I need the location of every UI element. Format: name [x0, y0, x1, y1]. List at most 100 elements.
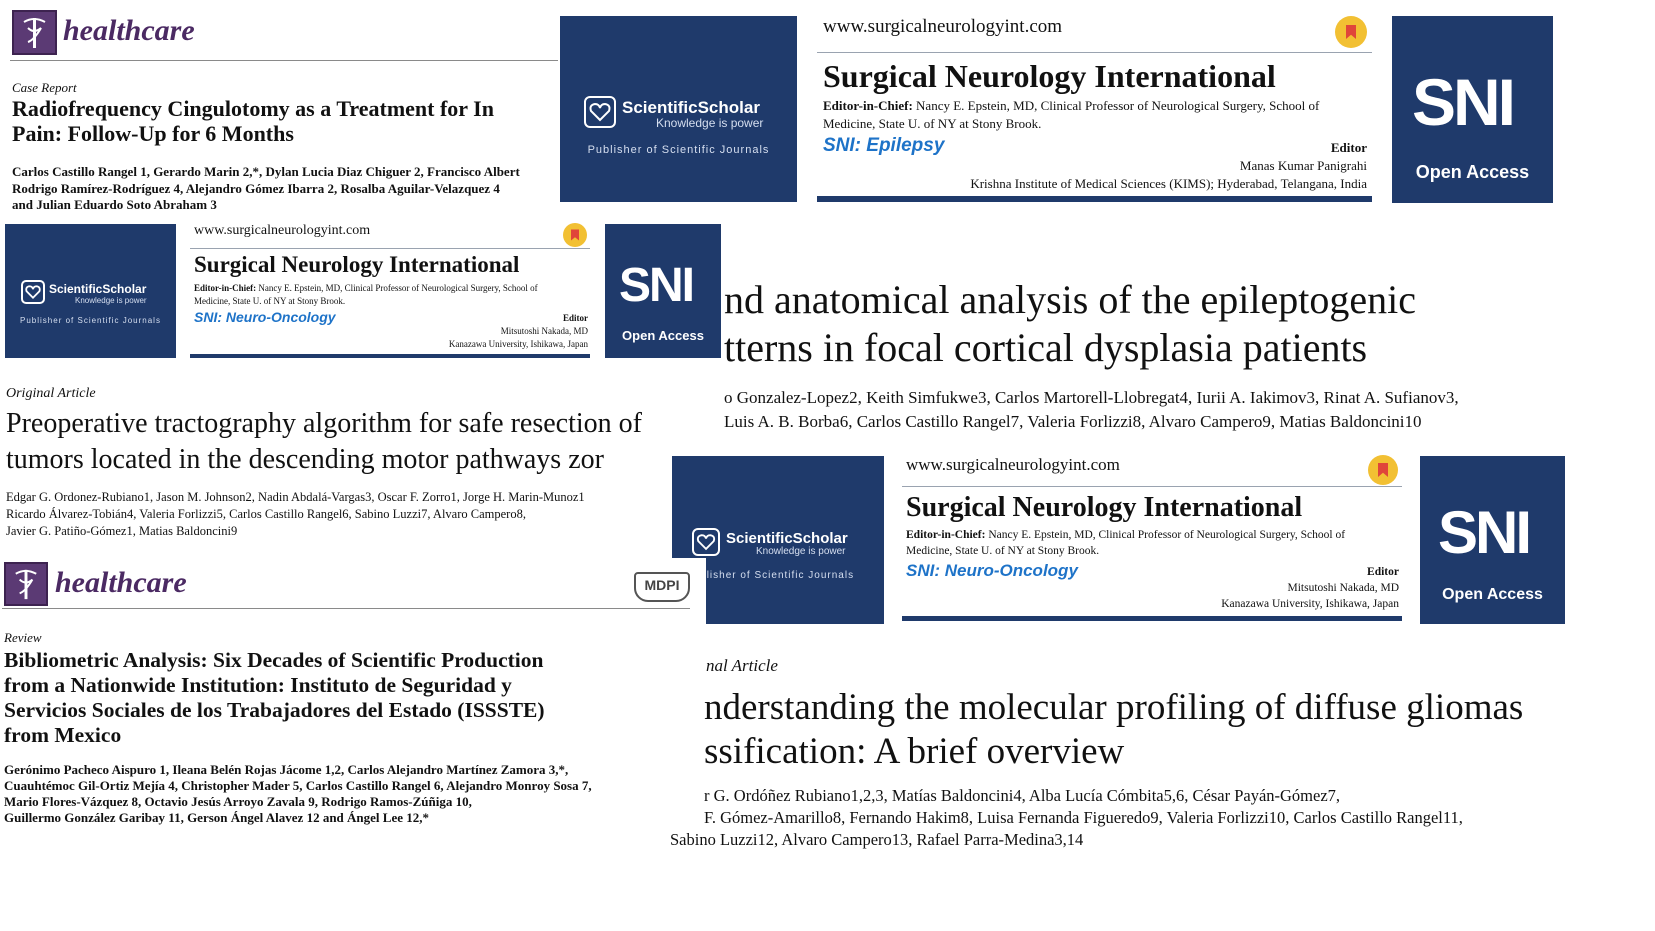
journal-title: Surgical Neurology International [823, 58, 1276, 94]
editor-label: Editor [562, 313, 588, 323]
authors-line3: Mario Flores-Vázquez 8, Octavio Jesús Ar… [4, 794, 472, 809]
journal-name: healthcare [55, 566, 187, 599]
journal-url: www.surgicalneurologyint.com [194, 223, 371, 238]
authors-line1: Carlos Castillo Rangel 1, Gerardo Marin … [12, 164, 520, 179]
editor-in-chief: Editor-in-Chief: Nancy E. Epstein, MD, C… [823, 98, 1368, 114]
editor-in-chief: Editor-in-Chief: Nancy E. Epstein, MD, C… [194, 283, 589, 293]
header-rule [902, 486, 1402, 487]
article-type: Case Report [12, 80, 77, 95]
glioma-article: nal Article nderstanding the molecular p… [668, 650, 1655, 931]
authors-line2: Cuauhtémoc Gil-Ortiz Mejía 4, Christophe… [4, 778, 592, 793]
authors-line3: Sabino Luzzi12, Alvaro Campero13, Rafael… [670, 830, 1084, 849]
bookmark-badge-icon [1335, 16, 1367, 48]
eic-text: Nancy E. Epstein, MD, Clinical Professor… [916, 98, 1320, 113]
article-title-line1: nd anatomical analysis of the epileptoge… [724, 277, 1416, 322]
editor-name: Mitsutoshi Nakada, MD [1287, 582, 1399, 594]
authors-line1: Edgar G. Ordonez-Rubiano1, Jason M. John… [6, 490, 585, 504]
eic-label: Editor-in-Chief: [906, 529, 986, 541]
article-title-line2: Pain: Follow-Up for 6 Months [12, 121, 294, 146]
article-type: Review [4, 630, 42, 645]
authors-line2: Rodrigo Ramírez-Rodríguez 4, Alejandro G… [12, 181, 500, 196]
authors-line1: o Gonzalez-Lopez2, Keith Simfukwe3, Carl… [724, 388, 1459, 407]
eic-label: Editor-in-Chief: [194, 283, 257, 293]
eic-label: Editor-in-Chief: [823, 98, 913, 113]
section-name: SNI: Epilepsy [823, 135, 945, 156]
journal-title: Surgical Neurology International [906, 492, 1303, 523]
authors-line2: F. Gómez-Amarillo8, Fernando Hakim8, Lui… [704, 808, 1463, 827]
eic-text-line2: Medicine, State U. of NY at Stony Brook. [194, 296, 346, 306]
authors-line3: and Julian Eduardo Soto Abraham 3 [12, 197, 217, 212]
eic-text: Nancy E. Epstein, MD, Clinical Professor… [258, 283, 538, 293]
scholar-publisher: Publisher of Scientific Journals [20, 316, 161, 325]
journal-url: www.surgicalneurologyint.com [906, 455, 1120, 474]
sni-logo-block: SNI Open Access [1420, 456, 1565, 624]
scholar-tagline: Knowledge is power [75, 296, 147, 305]
scholar-publisher: Publisher of Scientific Journals [685, 570, 855, 581]
editor-name: Manas Kumar Panigrahi [1239, 158, 1367, 173]
mdpi-logo: MDPI [644, 577, 680, 593]
authors-line2: Ricardo Álvarez-Tobián4, Valeria Forlizz… [6, 507, 526, 521]
header-rule [10, 60, 558, 61]
sni-logo-block: SNI Open Access [605, 224, 721, 358]
journal-title: Surgical Neurology International [194, 252, 520, 277]
article-title-line4: from Mexico [4, 723, 122, 747]
scholar-tagline: Knowledge is power [656, 116, 764, 130]
sni-logo: SNI [1412, 65, 1516, 139]
open-access-label: Open Access [622, 328, 704, 343]
editor-label: Editor [1330, 140, 1367, 155]
section-name: SNI: Neuro-Oncology [906, 561, 1078, 580]
authors-line3: Javier G. Patiño-Gómez1, Matias Baldonci… [6, 524, 238, 538]
article-title-line2: tterns in focal cortical dysplasia patie… [724, 325, 1368, 370]
editor-name: Mitsutoshi Nakada, MD [500, 326, 588, 336]
article-title-line1: Radiofrequency Cingulotomy as a Treatmen… [12, 96, 494, 121]
scholar-name: ScientificScholar [622, 98, 760, 117]
editor-affiliation: Kanazawa University, Ishikawa, Japan [1221, 598, 1399, 610]
scholar-name: ScientificScholar [49, 282, 147, 296]
sni-epilepsy-header: www.surgicalneurologyint.com Surgical Ne… [815, 10, 1375, 206]
article-title-line2: tumors located in the descending motor p… [6, 444, 604, 475]
article-title-line1: nderstanding the molecular profiling of … [704, 687, 1524, 728]
editor-affiliation: Krishna Institute of Medical Sciences (K… [970, 176, 1367, 191]
editor-label: Editor [1367, 566, 1399, 578]
caduceus-icon [4, 562, 48, 606]
bookmark-badge-icon [563, 223, 587, 247]
editor-affiliation: Kanazawa University, Ishikawa, Japan [448, 339, 588, 349]
eic-text: Nancy E. Epstein, MD, Clinical Professor… [988, 529, 1346, 541]
eic-text-line2: Medicine, State U. of NY at Stony Brook. [823, 116, 1042, 131]
open-access-label: Open Access [1415, 162, 1530, 182]
authors-line2: Luis A. B. Borba6, Carlos Castillo Range… [724, 412, 1422, 431]
scholar-banner: ScientificScholar Knowledge is power Pub… [560, 16, 797, 202]
sni-logo-block: SNI Open Access [1392, 16, 1553, 203]
sni-logo: SNI [1438, 499, 1532, 566]
authors-line1: Gerónimo Pacheco Aispuro 1, Ileana Belén… [4, 762, 569, 777]
sni-logo: SNI [619, 259, 695, 312]
bibliometric-panel: healthcare MDPI Review Bibliometric Anal… [0, 558, 706, 931]
header-rule [817, 52, 1372, 53]
sni-neuro-onco-header: www.surgicalneurologyint.com Surgical Ne… [190, 220, 592, 360]
case-report-panel: healthcare Case Report Radiofrequency Ci… [0, 0, 560, 222]
mdpi-badge: MDPI [634, 572, 690, 602]
scholar-heart-icon [21, 280, 45, 304]
tractography-article: Original Article Preoperative tractograp… [0, 380, 670, 545]
article-title-line2: ssification: A brief overview [704, 731, 1125, 772]
eic-text-line2: Medicine, State U. of NY at Stony Brook. [906, 545, 1100, 557]
journal-name: healthcare [63, 14, 195, 47]
header-rule [2, 608, 690, 609]
article-title-line1: Preoperative tractography algorithm for … [6, 408, 642, 439]
editor-in-chief: Editor-in-Chief: Nancy E. Epstein, MD, C… [906, 529, 1401, 541]
epileptogenic-article: nd anatomical analysis of the epileptoge… [722, 270, 1655, 440]
section-name: SNI: Neuro-Oncology [194, 309, 336, 325]
scholar-heart-icon [692, 528, 720, 556]
article-type: Original Article [6, 386, 96, 401]
sni-neuro-onco-header-2: www.surgicalneurologyint.com Surgical Ne… [900, 450, 1405, 626]
header-bottom-bar [902, 616, 1402, 621]
scholar-banner-2: ScientificScholar Knowledge is power Pub… [5, 224, 176, 358]
caduceus-icon [12, 10, 57, 55]
bookmark-badge-icon [1368, 455, 1398, 485]
authors-line4: Guillermo González Garibay 11, Gerson Án… [4, 810, 430, 825]
authors-line1: r G. Ordóñez Rubiano1,2,3, Matías Baldon… [704, 786, 1341, 805]
open-access-label: Open Access [1442, 586, 1543, 603]
scholar-name: ScientificScholar [726, 530, 848, 547]
article-type: nal Article [706, 656, 778, 675]
article-title-line1: Bibliometric Analysis: Six Decades of Sc… [4, 648, 544, 672]
